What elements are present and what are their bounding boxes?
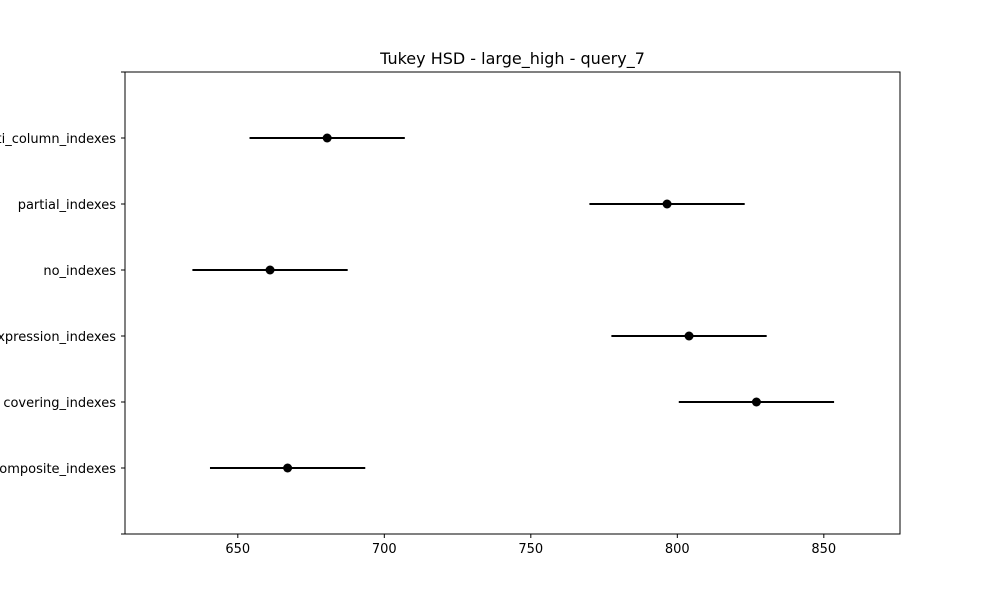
x-tick-label: 850 (811, 542, 836, 557)
mean-marker (662, 199, 672, 209)
mean-marker (265, 265, 275, 275)
y-tick-label: covering_indexes (3, 396, 116, 411)
y-tick-label: partial_indexes (18, 198, 117, 213)
x-tick-label: 800 (665, 542, 690, 557)
y-tick-label: no_indexes (43, 264, 116, 279)
y-axis: multi_column_indexes partial_indexes no_in… (0, 71, 125, 535)
mean-marker (322, 133, 332, 143)
x-tick-label: 700 (372, 542, 397, 557)
x-tick-label: 750 (518, 542, 543, 557)
chart-title: Tukey HSD - large_high - query_7 (379, 49, 645, 69)
mean-marker (751, 397, 761, 407)
mean-marker (283, 463, 293, 473)
plot-frame (124, 71, 901, 535)
y-tick-label: composite_indexes (0, 462, 116, 477)
mean-marker (684, 331, 694, 341)
x-axis: 650 700 750 800 850 (225, 534, 836, 557)
y-tick-label: multi_column_indexes (0, 132, 116, 147)
y-tick-label: expression_indexes (0, 330, 116, 345)
x-tick-label: 650 (225, 542, 250, 557)
data-layer (192, 133, 835, 473)
